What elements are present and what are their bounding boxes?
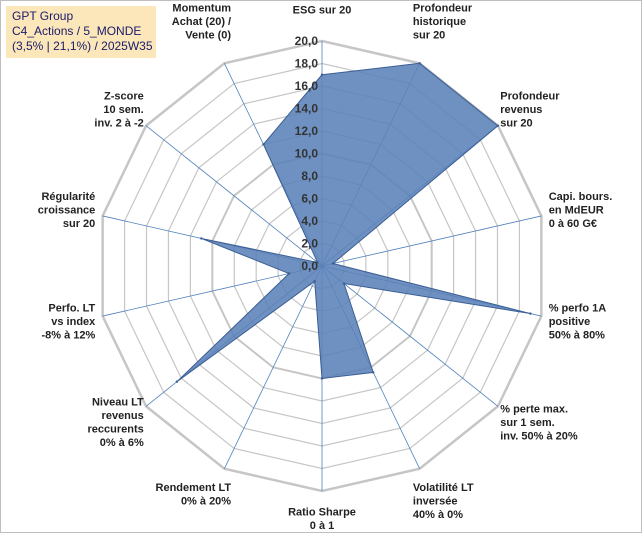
radar-tick-labels: 0,0 2,0 4,0 6,0 8,0 10,0 12,0 14,0 16,0 18,0 20,0 <box>295 34 319 273</box>
data-point <box>342 282 346 285</box>
axis-label: % perte max. sur 1 sem. inv. 50% à 20% <box>500 403 578 442</box>
data-point <box>496 124 500 127</box>
data-point <box>372 371 375 374</box>
axis-label: Perfo. LT vs index -8% à 12% <box>41 303 96 342</box>
tick-label: 4,0 <box>301 214 318 228</box>
data-point <box>287 272 291 275</box>
axis-spoke <box>102 265 323 317</box>
axis-label: % perfo 1A positive 50% à 80% <box>549 303 607 342</box>
axis-label: Régularité croissance sur 20 <box>38 191 95 230</box>
chart-title: GPT Group <box>12 9 74 23</box>
axis-label: Ratio Sharpe 0 à 1 <box>288 507 356 533</box>
radar-series <box>175 62 532 383</box>
data-point <box>262 143 265 146</box>
data-point <box>175 380 179 383</box>
data-point <box>320 73 324 76</box>
tick-label: 6,0 <box>301 192 318 206</box>
axis-label: Capi. bours. en MdEUR 0 à 60 G€ <box>549 191 613 230</box>
tick-label: 0,0 <box>301 259 318 273</box>
tick-label: 20,0 <box>295 34 319 48</box>
tick-label: 18,0 <box>295 57 319 71</box>
axis-label: Niveau LT revenus reccurents 0% à 6% <box>87 397 144 450</box>
axis-label: NoteESG sur 20 <box>293 0 352 17</box>
axis-spoke <box>321 265 499 407</box>
axis-label: Volatilité LT inversée 40% à 0% <box>413 482 474 521</box>
chart-subtitle-category: C4_Actions / 5_MONDE <box>12 24 142 38</box>
data-point <box>529 312 532 315</box>
series-area <box>176 62 531 383</box>
axis-label: Rendement LT 0% à 20% <box>156 482 232 508</box>
axis-spoke <box>224 265 323 469</box>
tick-label: 10,0 <box>295 147 319 161</box>
axis-label: Profondeur revenus sur 20 <box>500 90 560 129</box>
tick-label: 14,0 <box>295 102 319 116</box>
tick-label: 16,0 <box>295 79 319 93</box>
axis-label: Z-score 10 sem. inv. 2 à -2 <box>94 90 143 129</box>
data-point <box>316 261 319 264</box>
axis-label: Momentum Achat (20) / Vente (0) <box>172 3 232 42</box>
axis-spoke <box>145 125 323 267</box>
tick-label: 12,0 <box>295 124 319 138</box>
data-point <box>320 377 324 380</box>
data-point <box>331 262 335 265</box>
data-point <box>418 62 421 65</box>
tick-label: 8,0 <box>301 169 318 183</box>
axis-label: Profondeur historique sur 20 <box>413 3 473 42</box>
chart-title-box: GPT Group C4_Actions / 5_MONDE (3,5% | 2… <box>6 6 156 58</box>
chart-subtitle-period: (3,5% | 21,1%) / 2025W35 <box>12 39 153 53</box>
axis-spoke <box>321 215 542 267</box>
data-point <box>313 280 316 283</box>
data-point <box>200 237 203 240</box>
tick-label: 2,0 <box>301 237 318 251</box>
